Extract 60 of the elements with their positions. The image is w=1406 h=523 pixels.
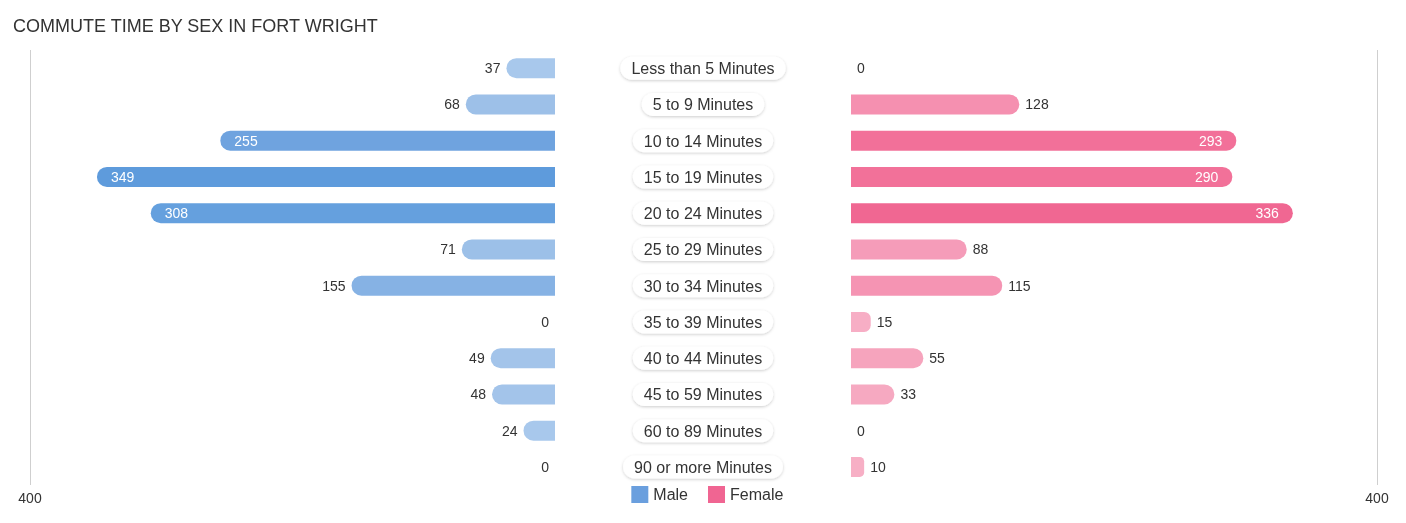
y-tick-label: 90 or more Minutes bbox=[634, 458, 772, 476]
data-label: 10 bbox=[870, 458, 886, 475]
bar bbox=[851, 130, 1237, 151]
data-label: 0 bbox=[857, 60, 865, 77]
bar bbox=[851, 384, 895, 405]
data-label: 48 bbox=[470, 386, 487, 403]
bar bbox=[851, 456, 865, 477]
data-label: 71 bbox=[440, 241, 457, 258]
x-tick-label: 400 bbox=[1365, 490, 1389, 506]
y-tick-label: 35 to 39 Minutes bbox=[643, 313, 763, 331]
bar bbox=[150, 203, 555, 224]
data-label: 68 bbox=[444, 96, 460, 113]
bar bbox=[851, 94, 1020, 115]
y-tick-label: 10 to 14 Minutes bbox=[643, 132, 763, 150]
bar bbox=[506, 58, 555, 79]
y-tick-label: Less than 5 Minutes bbox=[631, 60, 775, 78]
data-label: 55 bbox=[929, 350, 946, 367]
y-tick-label: 60 to 89 Minutes bbox=[643, 422, 763, 440]
data-label: 15 bbox=[876, 313, 893, 330]
bar bbox=[851, 239, 967, 260]
data-label: 0 bbox=[857, 422, 865, 439]
data-label: 349 bbox=[110, 168, 135, 185]
bar bbox=[851, 275, 1003, 296]
bar bbox=[461, 239, 555, 260]
bar bbox=[492, 384, 555, 405]
data-label: 24 bbox=[501, 422, 518, 439]
y-tick-label: 30 to 34 Minutes bbox=[643, 277, 763, 295]
legend-label: Male bbox=[653, 486, 689, 503]
data-label: 49 bbox=[469, 350, 485, 367]
bar bbox=[490, 348, 555, 369]
bar bbox=[851, 311, 871, 332]
y-tick-label: 25 to 29 Minutes bbox=[643, 241, 763, 259]
bar bbox=[851, 203, 1293, 224]
bar bbox=[351, 275, 555, 296]
data-label: 290 bbox=[1194, 168, 1219, 185]
y-tick-label: 5 to 9 Minutes bbox=[652, 96, 754, 114]
bar bbox=[220, 130, 555, 151]
data-label: 0 bbox=[541, 458, 550, 475]
data-label: 293 bbox=[1198, 132, 1223, 149]
legend-label: Female bbox=[730, 486, 784, 503]
x-tick-label: 400 bbox=[18, 490, 42, 506]
data-label: 155 bbox=[322, 277, 346, 294]
y-tick-label: 20 to 24 Minutes bbox=[643, 205, 763, 223]
data-label: 33 bbox=[900, 386, 917, 403]
y-tick-label: 15 to 19 Minutes bbox=[643, 168, 763, 186]
data-label: 255 bbox=[234, 132, 258, 149]
y-tick-label: 40 to 44 Minutes bbox=[643, 350, 763, 368]
data-label: 336 bbox=[1255, 205, 1280, 222]
data-label: 115 bbox=[1008, 277, 1031, 294]
bar bbox=[465, 94, 555, 115]
bar bbox=[851, 166, 1233, 187]
bar bbox=[851, 348, 924, 369]
data-label: 88 bbox=[972, 241, 989, 258]
data-label: 128 bbox=[1025, 96, 1049, 113]
y-tick-label: 45 to 59 Minutes bbox=[643, 386, 763, 404]
data-label: 308 bbox=[164, 205, 189, 222]
bar bbox=[96, 166, 555, 187]
data-label: 0 bbox=[541, 313, 550, 330]
chart-title: COMMUTE TIME BY SEX IN FORT WRIGHT bbox=[13, 16, 378, 36]
data-label: 37 bbox=[484, 60, 501, 77]
